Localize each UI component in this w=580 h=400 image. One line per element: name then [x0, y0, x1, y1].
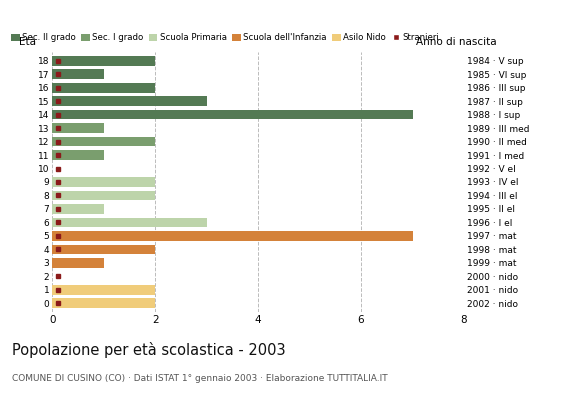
Bar: [52, 96, 206, 106]
Bar: [52, 69, 104, 79]
Text: COMUNE DI CUSINO (CO) · Dati ISTAT 1° gennaio 2003 · Elaborazione TUTTITALIA.IT: COMUNE DI CUSINO (CO) · Dati ISTAT 1° ge…: [12, 374, 387, 383]
Bar: [52, 150, 104, 160]
Legend: Sec. II grado, Sec. I grado, Scuola Primaria, Scuola dell'Infanzia, Asilo Nido, : Sec. II grado, Sec. I grado, Scuola Prim…: [11, 34, 439, 42]
Bar: [52, 285, 155, 295]
Bar: [52, 231, 412, 241]
Bar: [52, 56, 155, 66]
Bar: [52, 244, 155, 254]
Bar: [52, 204, 104, 214]
Bar: [52, 298, 155, 308]
Bar: [52, 83, 155, 92]
Bar: [52, 258, 104, 268]
Bar: [52, 191, 155, 200]
Text: Popolazione per età scolastica - 2003: Popolazione per età scolastica - 2003: [12, 342, 285, 358]
Bar: [52, 110, 412, 120]
Bar: [52, 137, 155, 146]
Bar: [52, 218, 206, 227]
Bar: [52, 123, 104, 133]
Text: Età: Età: [19, 37, 37, 47]
Text: Anno di nascita: Anno di nascita: [416, 37, 497, 47]
Bar: [52, 177, 155, 187]
